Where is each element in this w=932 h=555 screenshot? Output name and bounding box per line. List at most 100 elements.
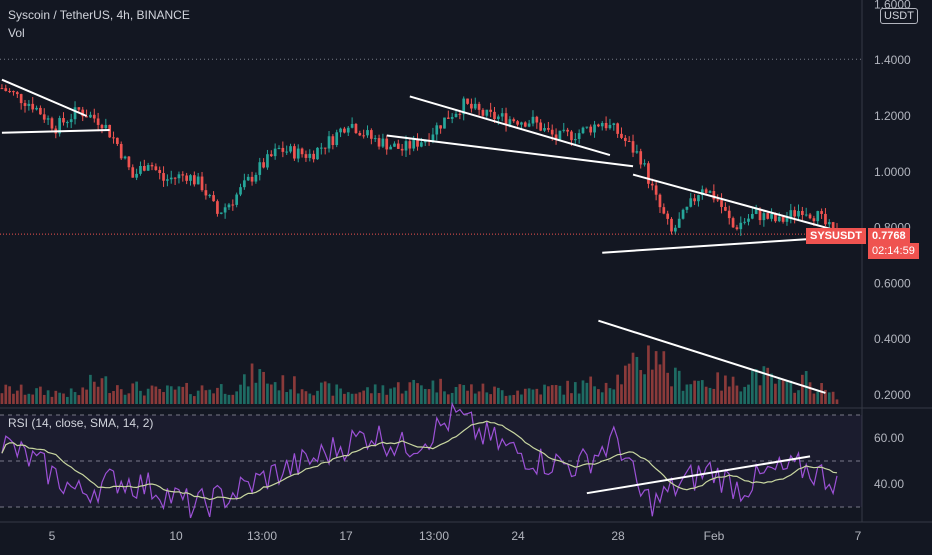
volume-bar — [674, 367, 677, 404]
volume-bar — [824, 389, 827, 404]
candle-body — [466, 98, 469, 104]
candle-body — [277, 147, 281, 149]
volume-bar — [831, 391, 835, 404]
candle-body — [716, 199, 720, 201]
trendline[interactable] — [586, 455, 811, 495]
candle-body — [181, 174, 185, 176]
candle-body — [377, 138, 381, 147]
candle-body — [35, 107, 38, 110]
volume-bar — [393, 387, 396, 404]
volume-bar — [285, 392, 289, 404]
trendline[interactable] — [386, 134, 634, 168]
candle-body — [747, 218, 750, 222]
volume-bar — [208, 389, 212, 404]
volume-bar — [331, 395, 335, 404]
candle-body — [831, 222, 835, 229]
price-tick-label: 0.6000 — [874, 276, 911, 290]
volume-bar — [727, 386, 731, 404]
candle-body — [666, 213, 670, 219]
candle-body — [577, 133, 581, 139]
candle-body — [566, 129, 569, 132]
candle-body — [77, 107, 81, 110]
candle-body — [8, 90, 11, 92]
volume-bar — [720, 390, 723, 404]
candle-body — [96, 118, 100, 125]
volume-bar — [631, 352, 635, 404]
volume-bar — [373, 384, 377, 404]
candle-body — [754, 209, 758, 214]
candle-body — [412, 138, 416, 149]
volume-bar — [508, 395, 512, 404]
volume-bar — [293, 376, 296, 404]
volume-bar — [754, 369, 758, 404]
candle-body — [470, 103, 473, 109]
volume-bar — [531, 389, 535, 404]
candle-body — [169, 177, 173, 180]
volume-bar — [200, 385, 204, 404]
volume-bar — [481, 383, 485, 404]
volume-bar — [770, 373, 773, 404]
volume-bar — [777, 379, 781, 404]
volume-bar — [185, 382, 188, 404]
candle-body — [623, 137, 627, 141]
candle-body — [269, 154, 273, 157]
candle-body — [674, 227, 677, 232]
candle-body — [520, 122, 523, 125]
time-tick-label: 13:00 — [247, 529, 277, 543]
time-tick-label: 24 — [511, 529, 525, 543]
volume-bar — [643, 374, 646, 404]
currency-button[interactable]: USDT — [880, 8, 918, 24]
candle-body — [627, 140, 631, 142]
volume-bar — [204, 390, 208, 404]
candle-body — [439, 125, 442, 129]
volume-bar — [570, 393, 573, 404]
candle-body — [781, 216, 785, 222]
volume-bar — [370, 393, 373, 404]
candle-body — [523, 122, 527, 127]
candle-body — [350, 123, 354, 128]
trendline[interactable] — [409, 95, 611, 157]
trendline[interactable] — [598, 319, 826, 394]
volume-bar — [258, 369, 262, 404]
trendline[interactable] — [1, 78, 87, 117]
volume-bar — [496, 387, 500, 404]
volume-bar — [339, 388, 342, 404]
candle-body — [89, 114, 92, 118]
candle-body — [801, 210, 804, 215]
candle-body — [150, 165, 154, 167]
volume-bar — [539, 394, 543, 404]
candle-body — [331, 136, 335, 146]
volume-bar — [716, 372, 720, 404]
candle-body — [123, 156, 127, 159]
volume-bar — [450, 392, 454, 404]
volume-bar — [254, 382, 258, 404]
volume-bar — [485, 392, 489, 404]
candle-body — [204, 190, 208, 196]
volume-bar — [262, 371, 265, 404]
candle-body — [431, 134, 435, 142]
candle-body — [420, 142, 423, 147]
candle-body — [381, 138, 385, 147]
candle-body — [458, 113, 462, 115]
candle-body — [481, 109, 485, 116]
volume-bar — [758, 385, 762, 404]
volume-bar — [31, 394, 35, 404]
candle-body — [100, 124, 104, 129]
candle-body — [192, 175, 196, 185]
volume-bar — [543, 384, 546, 404]
candle-body — [312, 153, 315, 160]
candle-body — [166, 179, 169, 181]
candle-body — [720, 200, 723, 207]
candle-body — [508, 119, 512, 125]
volume-bar — [227, 394, 231, 404]
volume-bar — [189, 394, 192, 404]
trendline[interactable] — [632, 173, 857, 237]
volume-bar — [577, 393, 581, 404]
candle-body — [639, 151, 643, 165]
volume-bar — [354, 393, 358, 404]
candle-body — [496, 116, 500, 120]
trendline[interactable] — [1, 128, 110, 134]
volume-bar — [512, 394, 516, 404]
